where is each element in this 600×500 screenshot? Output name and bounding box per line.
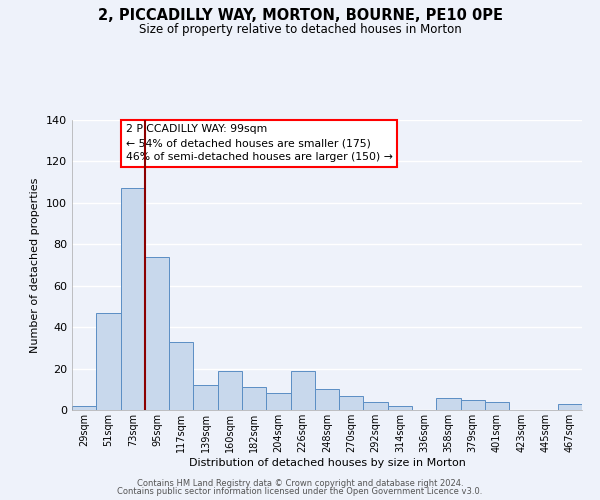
Text: Contains public sector information licensed under the Open Government Licence v3: Contains public sector information licen…: [118, 487, 482, 496]
Text: 2 PICCADILLY WAY: 99sqm
← 54% of detached houses are smaller (175)
46% of semi-d: 2 PICCADILLY WAY: 99sqm ← 54% of detache…: [125, 124, 392, 162]
Bar: [145, 256, 169, 410]
Bar: [315, 390, 339, 410]
Bar: [218, 370, 242, 410]
Bar: [242, 387, 266, 410]
Bar: [290, 370, 315, 410]
Bar: [388, 406, 412, 410]
X-axis label: Distribution of detached houses by size in Morton: Distribution of detached houses by size …: [188, 458, 466, 468]
Bar: [461, 400, 485, 410]
Bar: [339, 396, 364, 410]
Bar: [193, 385, 218, 410]
Y-axis label: Number of detached properties: Number of detached properties: [31, 178, 40, 352]
Bar: [558, 404, 582, 410]
Text: Contains HM Land Registry data © Crown copyright and database right 2024.: Contains HM Land Registry data © Crown c…: [137, 478, 463, 488]
Bar: [72, 406, 96, 410]
Text: 2, PICCADILLY WAY, MORTON, BOURNE, PE10 0PE: 2, PICCADILLY WAY, MORTON, BOURNE, PE10 …: [97, 8, 503, 22]
Text: Size of property relative to detached houses in Morton: Size of property relative to detached ho…: [139, 22, 461, 36]
Bar: [266, 394, 290, 410]
Bar: [364, 402, 388, 410]
Bar: [121, 188, 145, 410]
Bar: [169, 342, 193, 410]
Bar: [96, 312, 121, 410]
Bar: [436, 398, 461, 410]
Bar: [485, 402, 509, 410]
